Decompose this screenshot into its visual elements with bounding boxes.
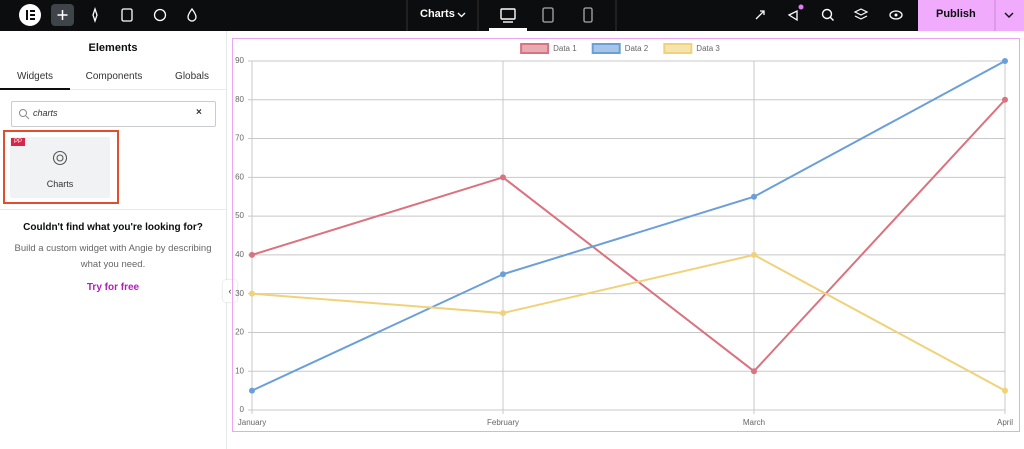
legend-swatch [663,43,693,54]
x-tick-label: March [743,418,765,427]
y-tick-label: 70 [235,134,244,143]
y-tick-label: 80 [235,95,244,104]
tab[interactable]: Widgets [16,71,54,82]
data-point [1002,387,1008,394]
collapse-handle[interactable]: ‹ [223,280,237,302]
y-tick-label: 50 [235,211,244,220]
search-text: charts [33,108,58,118]
y-tick-label: 20 [235,328,244,337]
x-tick-label: January [238,418,266,427]
data-point [751,193,757,200]
y-tick-label: 10 [235,366,244,375]
data-point [500,271,506,278]
y-tick-label: 30 [235,289,244,298]
widget-icon [52,150,68,166]
data-point [500,174,506,181]
tab[interactable]: Components [85,71,143,82]
top-icons [19,0,1024,31]
panel-title: Elements [88,42,138,54]
legend-swatch [591,43,621,54]
y-tick-label: 40 [235,250,244,259]
empty-text: Build a custom widget with Angie by desc… [14,243,212,270]
data-point [249,251,255,258]
legend-label: Data 2 [625,44,649,53]
legend-swatch [520,43,550,54]
try-link[interactable]: Try for free [86,282,140,293]
x-tick-label: February [487,418,519,427]
y-tick-label: 60 [235,172,244,181]
chart: 0 10 20 30 40 50 60 70 80 90 January February March A… [232,38,1020,432]
data-point [1002,96,1008,103]
widget-outline [232,38,1020,432]
tab-divider [0,89,226,90]
empty-title: Couldn't find what you're looking for? [23,222,203,233]
data-line [251,60,1006,392]
data-point [500,310,506,317]
data-point [1002,58,1008,64]
widget-highlight [3,130,119,204]
y-tick-label: 90 [235,56,244,65]
search-icon [19,109,30,120]
data-line [251,253,1006,392]
page-title[interactable]: Charts [420,8,455,20]
data-point [249,290,255,297]
clear-icon[interactable]: × [196,107,202,118]
data-point [751,368,757,375]
tab-underline [0,88,70,90]
elements-panel: Elements Widgets Components Globals char… [0,31,227,449]
x-tick-label: April [997,418,1013,427]
data-line [251,99,1006,373]
legend-label: Data 1 [553,44,577,53]
data-point [249,387,255,394]
publish-button[interactable]: Publish [936,8,976,20]
top-bar: Charts Publish [0,0,1024,31]
widget-card[interactable]: PP Charts [10,137,110,198]
search-box[interactable]: charts × [11,101,216,127]
legend-label: Data 3 [696,44,720,53]
widget-badge: PP [11,138,26,146]
divider [0,209,226,210]
widget-label: Charts [46,179,74,189]
tab[interactable]: Globals [175,71,209,82]
data-point [751,251,757,258]
y-tick-label: 0 [240,405,245,414]
